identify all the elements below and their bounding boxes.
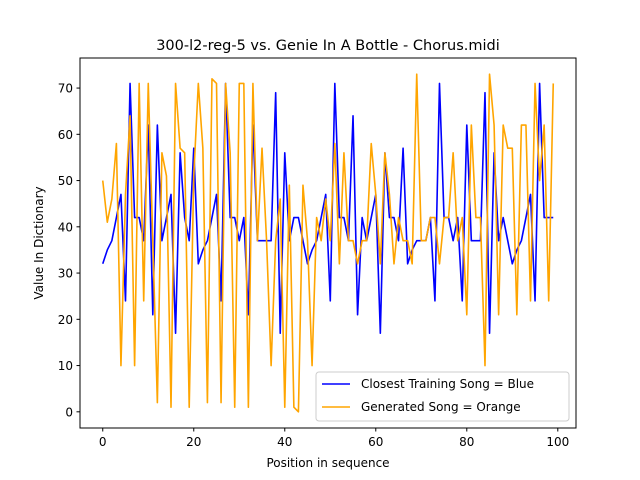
x-tick-label: 20 [186, 435, 201, 449]
series-layer [101, 73, 555, 413]
plot-frame [79, 57, 577, 429]
y-tick-label: 40 [58, 220, 73, 234]
chart-title: 300-l2-reg-5 vs. Genie In A Bottle - Cho… [156, 38, 500, 54]
legend-label-closest-training-song: Closest Training Song = Blue [361, 377, 534, 391]
y-axis: 0 10 20 30 40 50 60 70 [58, 82, 80, 419]
y-tick-label: 50 [58, 174, 73, 188]
y-tick-label: 10 [58, 359, 73, 373]
y-tick-label: 30 [58, 267, 73, 281]
legend-label-generated-song: Generated Song = Orange [361, 400, 521, 414]
legend-box [315, 371, 570, 422]
x-tick-label: 80 [459, 435, 474, 449]
series-line-1 [101, 73, 555, 413]
x-tick-label: 60 [368, 435, 383, 449]
y-tick-label: 70 [58, 82, 73, 96]
x-tick-label: 40 [277, 435, 292, 449]
x-axis-label: Position in sequence [266, 456, 389, 470]
series-line-0 [101, 82, 554, 334]
y-tick-label: 60 [58, 128, 73, 142]
y-tick-label: 20 [58, 313, 73, 327]
x-axis: 0 20 40 60 80 100 [99, 428, 569, 449]
y-tick-label: 0 [65, 405, 73, 419]
x-tick-label: 100 [546, 435, 569, 449]
y-axis-label: Value In Dictionary [32, 186, 46, 299]
x-tick-label: 0 [99, 435, 107, 449]
legend: Closest Training Song = Blue Generated S… [315, 371, 570, 422]
